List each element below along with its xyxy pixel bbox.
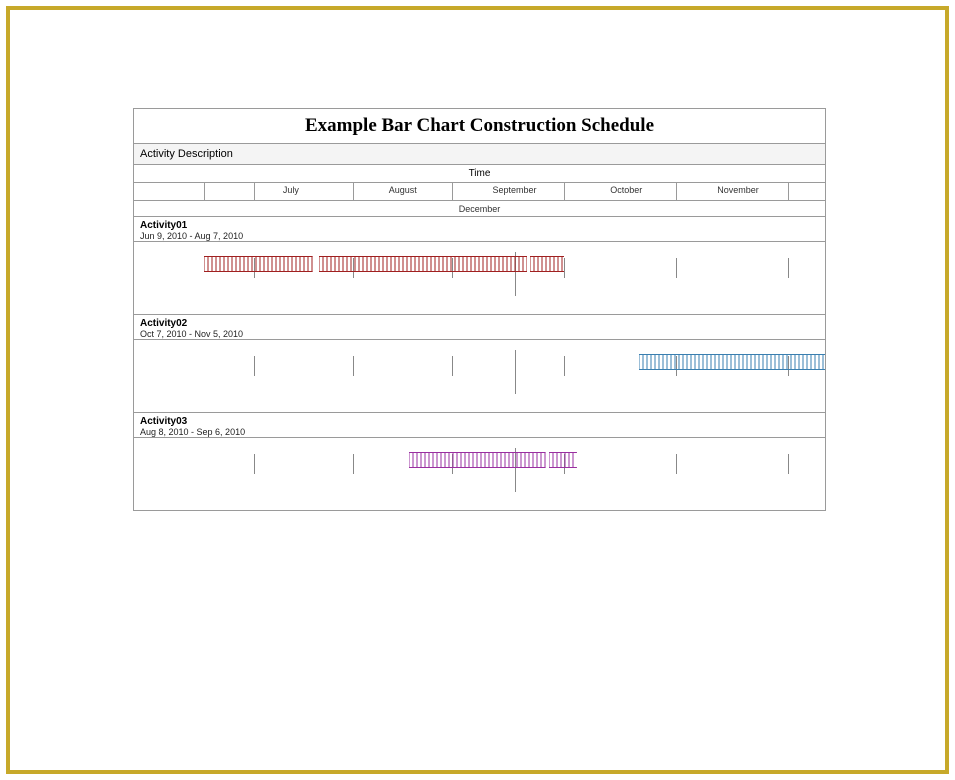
- month-label: October: [610, 185, 642, 195]
- activity-header: Activity03Aug 8, 2010 - Sep 6, 2010: [134, 413, 825, 438]
- lane-grid-tick: [353, 454, 354, 474]
- lane-grid-tick: [676, 258, 677, 278]
- chart-title: Example Bar Chart Construction Schedule: [134, 109, 825, 144]
- activity-dates: Oct 7, 2010 - Nov 5, 2010: [140, 329, 819, 339]
- activity-dates: Aug 8, 2010 - Sep 6, 2010: [140, 427, 819, 437]
- month-divider: [788, 183, 789, 200]
- month-divider: [564, 183, 565, 200]
- gantt-chart: Example Bar Chart Construction Schedule …: [133, 108, 826, 511]
- lane-grid-tick: [254, 454, 255, 474]
- month-label: August: [389, 185, 417, 195]
- month-divider: [676, 183, 677, 200]
- month-label: September: [492, 185, 536, 195]
- lane-grid-tick: [788, 258, 789, 278]
- lane-grid-tick: [254, 356, 255, 376]
- activity-lane: [134, 340, 825, 412]
- months-axis-row: July August September October November: [134, 183, 825, 201]
- lane-grid-tick: [452, 356, 453, 376]
- gantt-bar: [409, 452, 546, 468]
- activity-lane: [134, 438, 825, 510]
- lane-grid-tick: [564, 258, 565, 278]
- activities-container: Activity01Jun 9, 2010 - Aug 7, 2010Activ…: [134, 217, 825, 510]
- gantt-bar: [204, 256, 313, 272]
- gantt-bar: [319, 256, 527, 272]
- months-axis-row-2: December: [134, 201, 825, 217]
- time-label: Time: [134, 165, 825, 183]
- activity-block: Activity02Oct 7, 2010 - Nov 5, 2010: [134, 315, 825, 413]
- activity-name: Activity01: [140, 220, 819, 231]
- activity-lane: [134, 242, 825, 314]
- gantt-bar: [639, 354, 825, 370]
- activity-header: Activity01Jun 9, 2010 - Aug 7, 2010: [134, 217, 825, 242]
- activity-description-label: Activity Description: [134, 144, 825, 165]
- lane-grid-tick: [353, 356, 354, 376]
- gantt-bar: [549, 452, 577, 468]
- month-divider: [825, 183, 826, 200]
- month-divider: [452, 183, 453, 200]
- lane-grid-tick: [788, 454, 789, 474]
- activity-dates: Jun 9, 2010 - Aug 7, 2010: [140, 231, 819, 241]
- month-divider: [254, 183, 255, 200]
- month-label: July: [283, 185, 299, 195]
- lane-grid-tick: [676, 454, 677, 474]
- activity-header: Activity02Oct 7, 2010 - Nov 5, 2010: [134, 315, 825, 340]
- activity-block: Activity03Aug 8, 2010 - Sep 6, 2010: [134, 413, 825, 510]
- activity-block: Activity01Jun 9, 2010 - Aug 7, 2010: [134, 217, 825, 315]
- month-divider: [204, 183, 205, 200]
- month-divider: [353, 183, 354, 200]
- month-label: November: [717, 185, 759, 195]
- lane-grid-tick: [515, 350, 516, 394]
- lane-grid-tick: [564, 356, 565, 376]
- activity-name: Activity03: [140, 416, 819, 427]
- gantt-bar: [530, 256, 564, 272]
- activity-name: Activity02: [140, 318, 819, 329]
